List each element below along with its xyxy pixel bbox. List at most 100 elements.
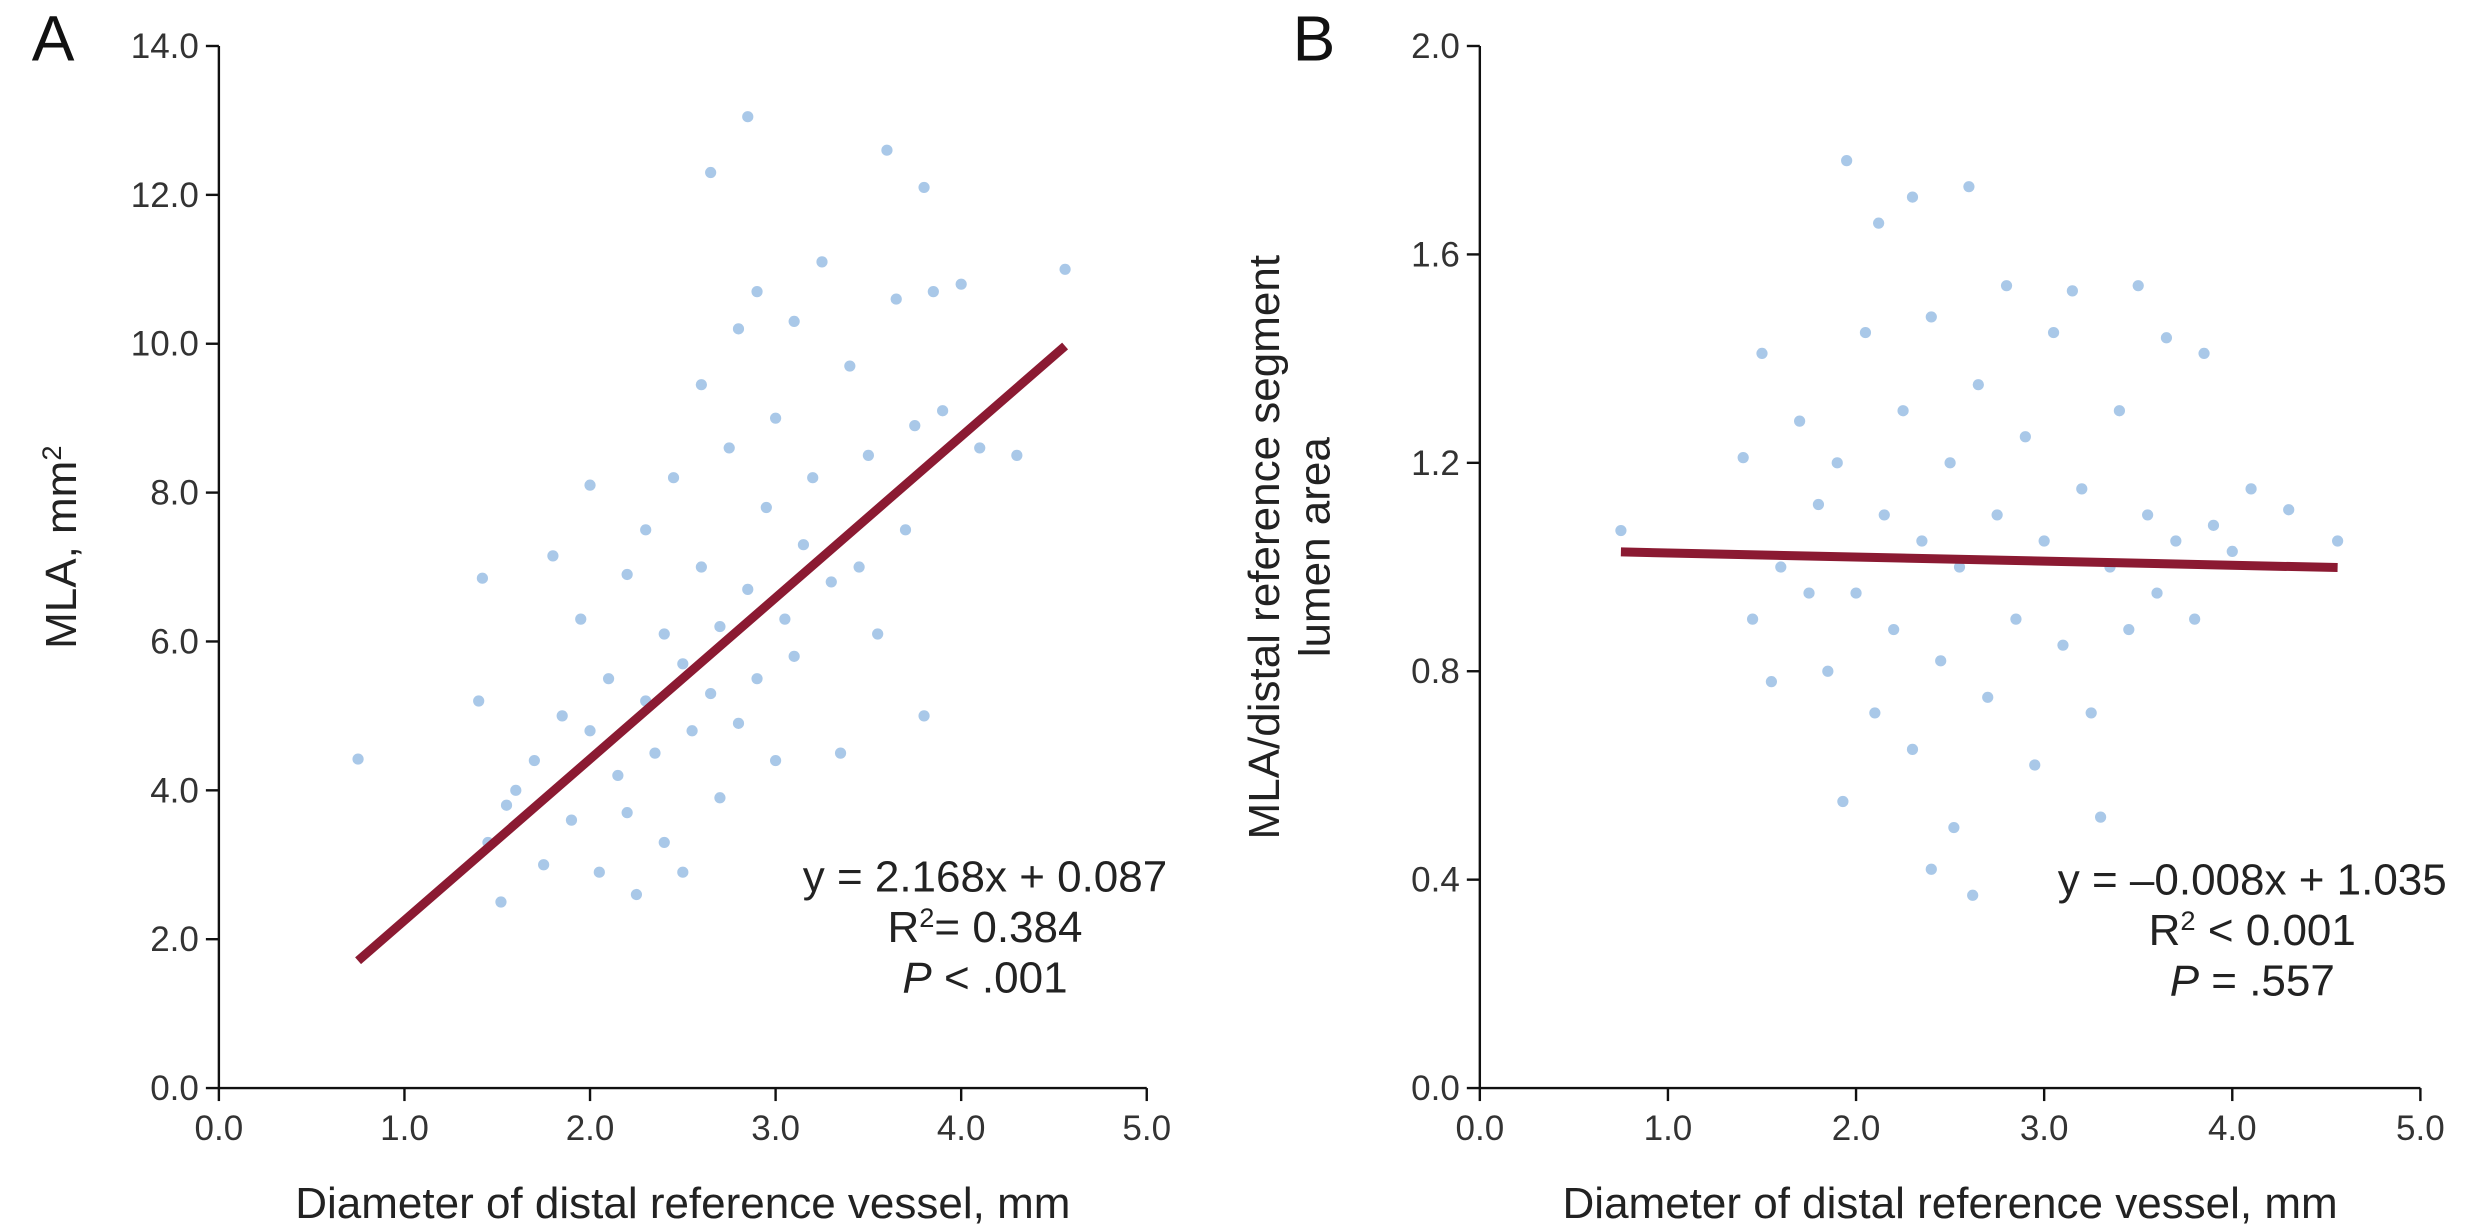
point — [742, 111, 754, 123]
point — [2151, 587, 2163, 599]
panel: B 0.0 1.0 2.0 3.0 4.0 5.0 0.0 0.4 0.8 1.2 1.6 2.0 Dia… — [1240, 2, 2447, 1228]
text-span: y = –0.008x + 1.035 — [2058, 856, 2447, 905]
y-axis-label: MLA, mm2 — [36, 446, 87, 649]
point — [1756, 347, 1768, 360]
point — [1615, 524, 1627, 537]
point — [927, 286, 939, 298]
y-tick-label: 10.0 — [131, 325, 199, 364]
panel-label: B — [1293, 2, 1336, 74]
superscript: 2 — [2180, 905, 2195, 936]
x-tick-label: 0.0 — [195, 1109, 244, 1148]
superscript: 2 — [919, 901, 934, 932]
point — [705, 687, 717, 700]
point — [714, 792, 726, 804]
panel: A 0.0 1.0 2.0 3.0 4.0 5.0 0.0 2.0 4.0 6.0 8.0 10.0 12… — [32, 2, 1171, 1228]
fit-line — [1620, 547, 2338, 573]
point — [1897, 405, 1909, 417]
text-span: < 0.001 — [2196, 906, 2356, 955]
point — [1878, 509, 1890, 521]
annotation-line: R2= 0.384 — [887, 901, 1082, 952]
point — [788, 315, 800, 327]
text-span: y = 2.168x + 0.087 — [803, 852, 1168, 901]
point — [495, 896, 507, 908]
point — [593, 866, 605, 878]
point — [1765, 676, 1778, 688]
x-tick-label: 1.0 — [380, 1109, 429, 1148]
x-axis-label: Diameter of distal reference vessel, mm — [1563, 1179, 2338, 1228]
superscript: 2 — [36, 446, 67, 461]
y-tick-label: 2.0 — [1411, 27, 1460, 66]
y-tick-label: 0.8 — [1411, 652, 1460, 691]
point — [1991, 509, 2003, 521]
y-tick-label: 2.0 — [150, 920, 199, 959]
point — [1059, 263, 1071, 275]
point — [2189, 613, 2201, 625]
y-label-line: MLA/distal reference segment — [1240, 255, 1289, 840]
text-span: R — [887, 903, 919, 952]
point — [890, 293, 902, 305]
point — [2019, 431, 2031, 443]
point — [742, 583, 754, 595]
x-tick-label: 2.0 — [1832, 1109, 1881, 1148]
point — [621, 807, 633, 819]
point — [1906, 191, 1919, 203]
point — [909, 420, 921, 432]
point — [686, 725, 698, 737]
point — [584, 479, 596, 491]
point — [770, 412, 782, 424]
point — [658, 628, 670, 640]
point — [825, 576, 837, 588]
x-tick-label: 3.0 — [751, 1109, 800, 1148]
point — [723, 442, 735, 454]
y-tick-label: 1.6 — [1411, 235, 1460, 274]
y-tick-label: 8.0 — [150, 474, 199, 513]
x-tick-label: 4.0 — [2208, 1109, 2257, 1148]
point — [510, 784, 522, 796]
point — [853, 561, 865, 573]
point — [751, 673, 763, 685]
point — [955, 278, 967, 290]
point — [844, 360, 856, 372]
point — [575, 613, 587, 625]
point — [1812, 498, 1825, 511]
point — [1746, 613, 1759, 625]
point — [695, 561, 707, 573]
point — [640, 524, 652, 536]
point — [2029, 759, 2041, 771]
annotation-line: P = .557 — [2170, 957, 2335, 1006]
text-span: P — [902, 954, 932, 1003]
point — [1873, 217, 1885, 229]
point — [658, 836, 670, 849]
point — [2057, 639, 2069, 651]
point — [2160, 332, 2173, 344]
point — [2226, 545, 2238, 557]
point — [1982, 691, 1994, 703]
y-tick-label: 12.0 — [131, 176, 199, 215]
point — [1011, 449, 1023, 461]
point — [1737, 452, 1749, 464]
point — [547, 550, 559, 562]
panel-label: A — [32, 2, 75, 74]
point — [1841, 155, 1853, 167]
point — [881, 144, 893, 156]
point — [732, 323, 745, 335]
point — [899, 524, 912, 536]
text-span: lumen area — [1290, 437, 1339, 658]
y-tick-label: 1.2 — [1411, 444, 1460, 483]
point — [807, 472, 819, 484]
x-tick-label: 5.0 — [2396, 1109, 2445, 1148]
point — [621, 568, 633, 581]
point — [602, 673, 615, 685]
point — [2113, 405, 2126, 417]
point — [352, 753, 364, 765]
x-tick-label: 0.0 — [1456, 1109, 1505, 1148]
text-span: = .557 — [2199, 957, 2335, 1006]
point — [2170, 535, 2182, 547]
point — [1925, 863, 1937, 875]
y-label-line: MLA, mm2 — [36, 446, 87, 649]
point — [2010, 613, 2022, 625]
point — [584, 725, 596, 737]
point — [1822, 665, 1834, 677]
